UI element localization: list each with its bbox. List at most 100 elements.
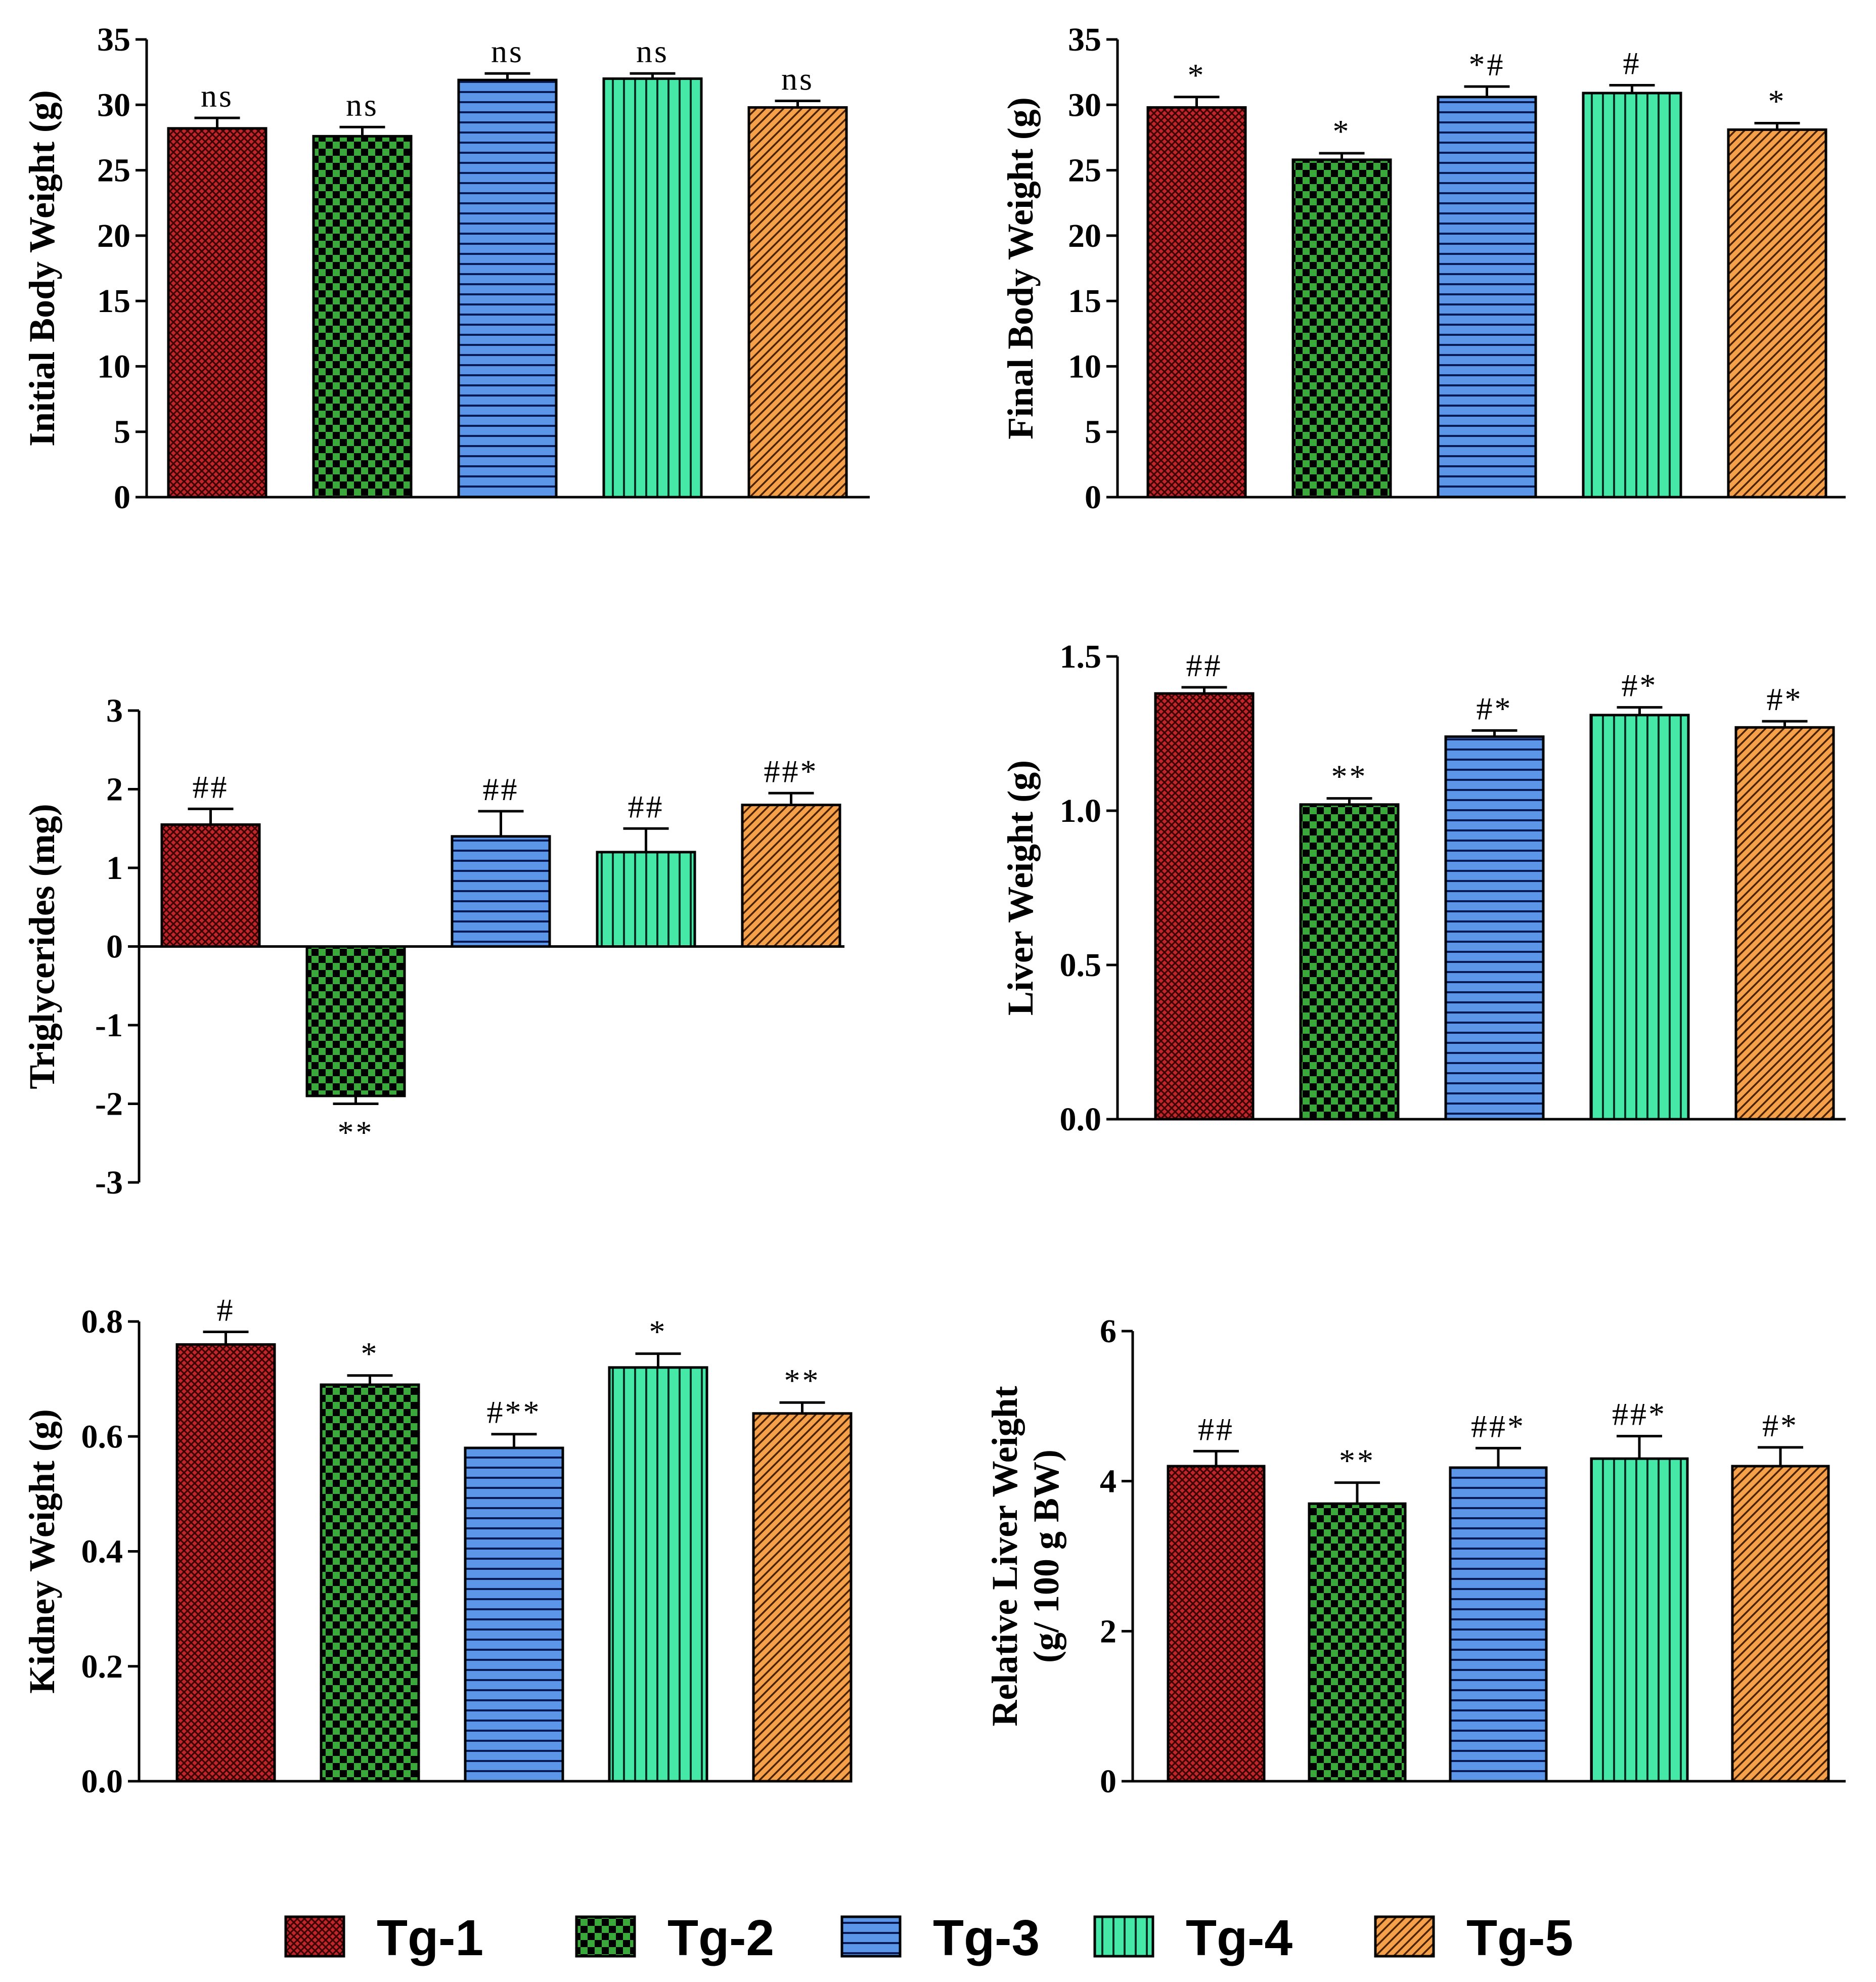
error-bar	[623, 827, 669, 852]
y-axis-label: Liver Weight (g)	[1000, 760, 1041, 1016]
significance-label: **	[338, 1115, 374, 1151]
significance-label: ns	[491, 33, 524, 69]
significance-label: #	[1623, 46, 1641, 81]
significance-label: *	[1188, 57, 1206, 93]
error-bar	[1754, 121, 1800, 130]
y-tick-label: 0.4	[81, 1533, 123, 1570]
error-bar	[1617, 1435, 1662, 1459]
chart-panel-3: ## ** ## ## ##* -3 -2 -1 0 1 2 3 Triglycerides (mg)	[22, 692, 844, 1201]
significance-label: **	[1331, 759, 1368, 795]
significance-label: ns	[781, 61, 814, 97]
y-tick-label: 1.5	[1060, 638, 1102, 675]
bar-tg-4	[608, 1366, 708, 1783]
y-tick-label: 10	[97, 348, 130, 385]
y-tick-label: 2	[106, 771, 123, 808]
bar-tg-2	[320, 1383, 420, 1783]
y-tick-label: 10	[1068, 348, 1101, 385]
chart-panel-1: ns ns ns ns ns 0 5 10 15 20 25 30 35 Initial Body Wei…	[22, 21, 870, 516]
legend-label: Tg-1	[377, 1910, 483, 1966]
bar-tg-5	[1734, 726, 1835, 1121]
y-tick-label: 15	[1068, 283, 1101, 320]
y-tick-label: -3	[95, 1164, 123, 1201]
error-bar	[1334, 1481, 1380, 1504]
y-axis-label: Kidney Weight (g)	[22, 1409, 62, 1694]
legend-item-tg-3: Tg-3	[840, 1910, 1040, 1966]
y-tick-label: 1	[106, 850, 123, 887]
error-bar	[1476, 1446, 1521, 1468]
bar-tg-2	[1308, 1502, 1407, 1783]
significance-label: ##	[1198, 1411, 1234, 1447]
error-bar	[779, 1401, 825, 1414]
chart-panel-4: ## ** #* #* #* 0.0 0.5 1.0 1.5 Liver Weight (g)	[1000, 638, 1846, 1138]
bar-tg-3	[1449, 1466, 1548, 1783]
bar-tg-5	[1727, 128, 1827, 499]
significance-label: ns	[636, 33, 669, 69]
legend-item-tg-1: Tg-1	[284, 1910, 483, 1966]
significance-label: ##	[193, 769, 229, 805]
y-tick-label: 0.6	[81, 1418, 123, 1455]
vertical-lines-swatch-icon	[1093, 1915, 1154, 1958]
chart-panel-2: * * *# # * 0 5 10 15 20 25 30 35 Final Body Weight (g…	[1000, 21, 1846, 516]
significance-label: *	[1333, 113, 1351, 149]
error-bar	[775, 100, 821, 108]
error-bar	[630, 72, 676, 79]
bar-tg-1	[160, 823, 261, 948]
bar-tg-4	[596, 851, 696, 948]
y-tick-label: 1.0	[1060, 792, 1102, 829]
y-axis-label: Relative Liver Weight	[985, 1386, 1025, 1726]
legend-item-tg-2: Tg-2	[575, 1910, 774, 1966]
legend-label: Tg-5	[1466, 1910, 1573, 1966]
error-bar	[1762, 720, 1808, 728]
error-bar	[1758, 1446, 1803, 1466]
bar-tg-3	[457, 78, 558, 499]
significance-label: #**	[487, 1394, 542, 1430]
significance-label: #*	[1767, 681, 1803, 717]
bar-tg-4	[1582, 92, 1682, 499]
diagonal-lines-swatch-icon	[1374, 1915, 1435, 1958]
significance-label: *#	[1469, 47, 1505, 82]
bar-tg-2	[312, 135, 413, 499]
error-bar	[491, 1433, 537, 1448]
bar-tg-1	[1154, 692, 1255, 1121]
significance-label: ##	[628, 788, 664, 824]
y-tick-label: 25	[97, 152, 130, 189]
error-bar	[333, 1095, 379, 1105]
significance-label: ns	[346, 87, 379, 123]
y-tick-label: 2	[1100, 1613, 1116, 1650]
chart-panel-6: ## ** ##* ##* #* 0 2 4 6 Relative Liver Weight (g/…	[985, 1313, 1846, 1800]
crosshatch-swatch-icon	[284, 1915, 345, 1958]
y-tick-label: 35	[1068, 21, 1101, 58]
y-tick-label: 20	[1068, 217, 1101, 254]
y-tick-label: 0	[114, 479, 130, 516]
error-bar	[188, 807, 234, 825]
bar-tg-1	[175, 1343, 276, 1783]
error-bar	[339, 125, 385, 137]
bar-tg-2	[1291, 158, 1392, 499]
y-tick-label: 30	[97, 86, 130, 123]
significance-label: #*	[1762, 1407, 1799, 1443]
bar-tg-4	[1590, 1457, 1689, 1783]
y-tick-label: 5	[1085, 414, 1101, 451]
significance-label: #*	[1622, 668, 1658, 703]
bar-tg-3	[451, 835, 551, 948]
error-bar	[1471, 729, 1517, 737]
error-bar	[1617, 706, 1663, 715]
y-tick-label: 35	[97, 21, 130, 58]
significance-label: *	[1768, 83, 1786, 119]
y-tick-label: 20	[97, 217, 130, 254]
legend-item-tg-4: Tg-4	[1093, 1910, 1292, 1966]
error-bar	[203, 1330, 249, 1345]
error-bar	[484, 72, 530, 80]
significance-label: #	[217, 1292, 235, 1328]
y-tick-label: 3	[106, 692, 123, 729]
error-bar	[768, 791, 814, 805]
significance-label: ##*	[1471, 1408, 1526, 1444]
y-axis-label: Triglycerides (mg)	[22, 804, 62, 1089]
bar-tg-2	[1299, 803, 1400, 1121]
error-bar	[194, 116, 240, 128]
significance-label: *	[361, 1336, 379, 1372]
y-tick-label: 0.0	[1060, 1101, 1102, 1138]
significance-label: ##	[483, 771, 519, 807]
bar-tg-1	[167, 127, 267, 499]
